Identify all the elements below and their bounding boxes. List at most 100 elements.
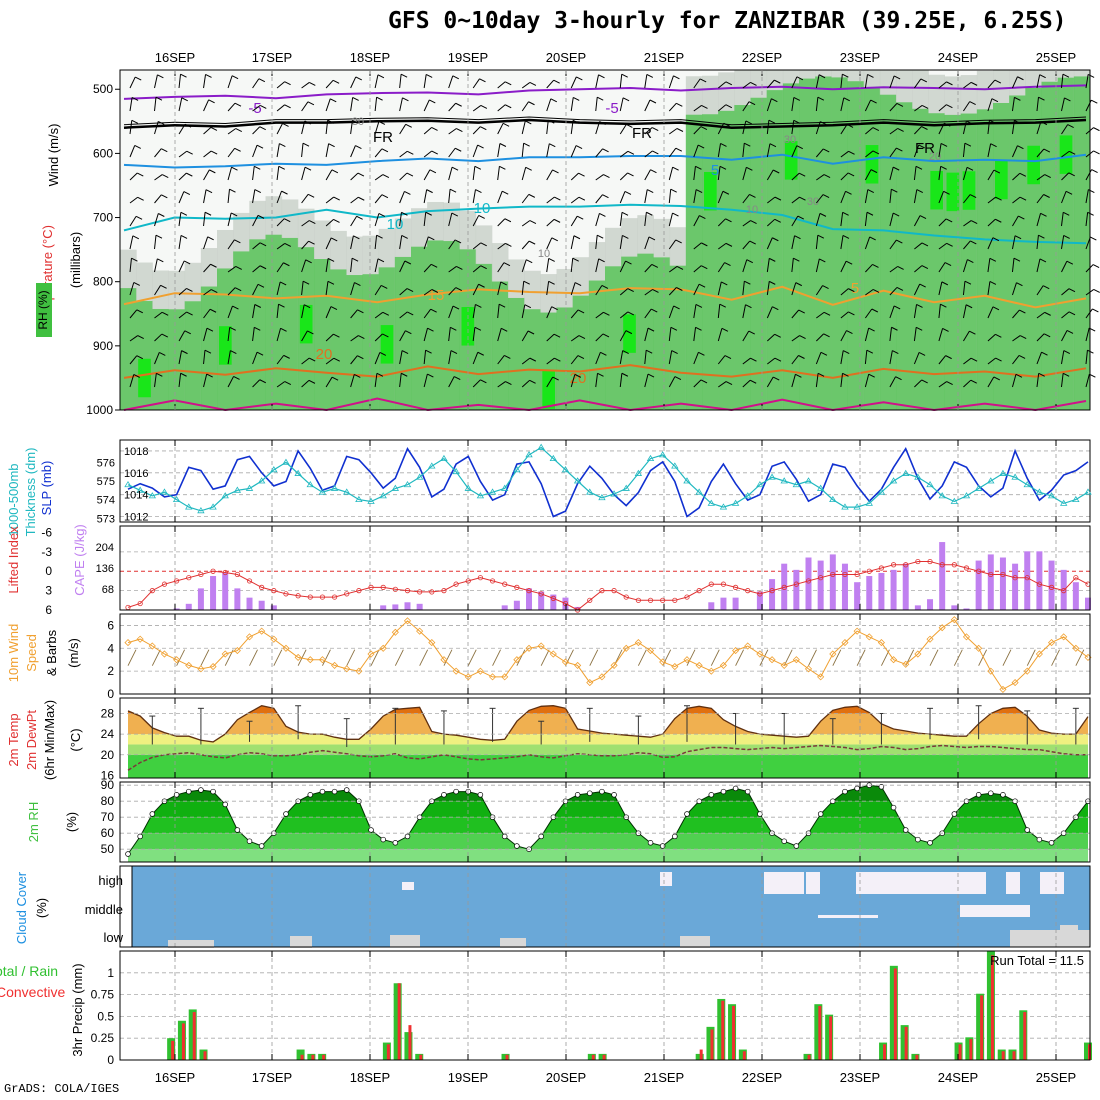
wind-speed-point	[185, 661, 193, 669]
wind-barb-flag	[848, 288, 855, 293]
lifted-index-point	[1024, 575, 1030, 581]
wind-barb-flag	[946, 381, 953, 385]
thickness-point	[853, 503, 861, 510]
wind-speed-point	[744, 642, 752, 650]
wind-barb	[595, 121, 601, 135]
thickness-point	[974, 484, 983, 491]
wind-barb	[766, 237, 773, 250]
wind-barb-flag	[921, 379, 928, 384]
wind-barb-flag	[352, 96, 359, 101]
wind-barb-flag	[186, 288, 193, 292]
wind-barb-flag	[572, 119, 580, 124]
wind-barb-flag	[407, 311, 414, 316]
wind-barb	[203, 127, 212, 135]
wind-barb-flag	[505, 381, 512, 385]
wind-barb-flag	[748, 330, 755, 335]
cape-bar	[914, 605, 921, 610]
wind-barb	[595, 333, 604, 342]
wind-barb	[521, 120, 526, 135]
rh-band-green	[912, 108, 929, 410]
wind-barb-flag	[576, 215, 584, 220]
wind-barb-flag	[254, 165, 261, 170]
wind-barb-flag	[921, 242, 929, 247]
wind-barb	[276, 381, 286, 388]
wind-barb	[816, 333, 824, 342]
wind-barb-flag	[701, 242, 708, 247]
wind-barb-flag	[229, 326, 236, 331]
wind-barb	[865, 150, 874, 158]
thickness-point	[987, 477, 995, 484]
wind-barb	[448, 350, 452, 365]
cape-bar	[841, 563, 848, 610]
rh-frame	[119, 781, 1091, 863]
wind-barb-flag	[946, 242, 953, 247]
wind-barb-flag	[944, 122, 951, 127]
wind-barb-flag	[133, 282, 140, 286]
wind-barb	[1012, 215, 1019, 227]
wind-barb	[644, 373, 649, 388]
wind-barb-flag	[603, 174, 610, 178]
wind-barb-flag	[501, 190, 509, 195]
thickness-point	[573, 477, 582, 484]
cloud-low-block	[290, 936, 312, 948]
wind-barb-flag	[795, 282, 803, 287]
wind-barb	[570, 235, 575, 250]
wind-barb	[1012, 145, 1018, 158]
wind-barb-flag	[260, 104, 267, 109]
wind-barb	[154, 373, 157, 388]
rh-band-green	[653, 257, 671, 410]
wind-barb	[963, 357, 972, 365]
wind-barb-flag	[529, 220, 537, 224]
contour-label: 5	[851, 280, 859, 297]
isotherm-10	[123, 203, 1087, 245]
wind-barb	[448, 167, 453, 181]
wind-barb	[644, 150, 653, 158]
wind-barb-flag	[670, 326, 678, 331]
thickness-point	[257, 477, 266, 484]
rh-band-bright	[946, 172, 960, 212]
wind-speed-point	[683, 656, 691, 664]
wind-barb	[791, 258, 794, 273]
wind-barb	[815, 194, 824, 204]
ylabel-pressure: (millibars)	[68, 232, 83, 288]
dewpoint-line	[127, 744, 1088, 771]
wind-barb	[399, 212, 402, 227]
x-tick-label-top: 23SEP	[840, 50, 880, 65]
wind-speed-point	[865, 633, 873, 641]
wind-barb-flag	[155, 96, 163, 101]
wind-barb-flag	[946, 104, 953, 109]
wind-barb	[448, 128, 457, 135]
wind-barb-flag	[357, 172, 365, 177]
wind-barb-flag	[1017, 145, 1024, 150]
wind-barb-flag	[799, 335, 806, 339]
wind-barb	[472, 78, 480, 89]
wind-speed-point	[780, 661, 788, 669]
wind-barb	[987, 143, 992, 158]
wind-barb-flag	[377, 74, 385, 79]
wind-barb	[742, 220, 751, 227]
wind-barb-flag	[651, 263, 659, 268]
li-tick-label: 0	[45, 564, 52, 578]
wind-barb-flag	[302, 280, 310, 285]
ylabel-minmax: (6hr Min/Max)	[42, 700, 57, 780]
wind-barb-flag	[333, 357, 340, 362]
wind-barb-flag	[995, 357, 1002, 362]
wind-barb	[1061, 260, 1068, 273]
ylabel-rh2m: 2m RH	[26, 802, 41, 842]
wind-barb-flag	[597, 372, 604, 377]
wind-barb	[1011, 120, 1015, 135]
wind-barb	[546, 218, 555, 227]
lifted-index-point	[1000, 571, 1006, 578]
wind-barb-flag	[1043, 148, 1051, 153]
wind-barb-flag	[524, 304, 532, 309]
wind-barb	[325, 79, 334, 89]
wind-barb-flag	[1016, 282, 1023, 287]
wind-barb	[987, 281, 991, 296]
wind-speed-point	[124, 639, 132, 647]
thickness-point	[586, 488, 594, 495]
rh-point	[514, 843, 520, 849]
wind-barb	[717, 328, 723, 342]
wind-barb-flag	[969, 101, 976, 106]
wind-barb	[472, 327, 476, 342]
wind-barb-flag	[551, 306, 558, 311]
